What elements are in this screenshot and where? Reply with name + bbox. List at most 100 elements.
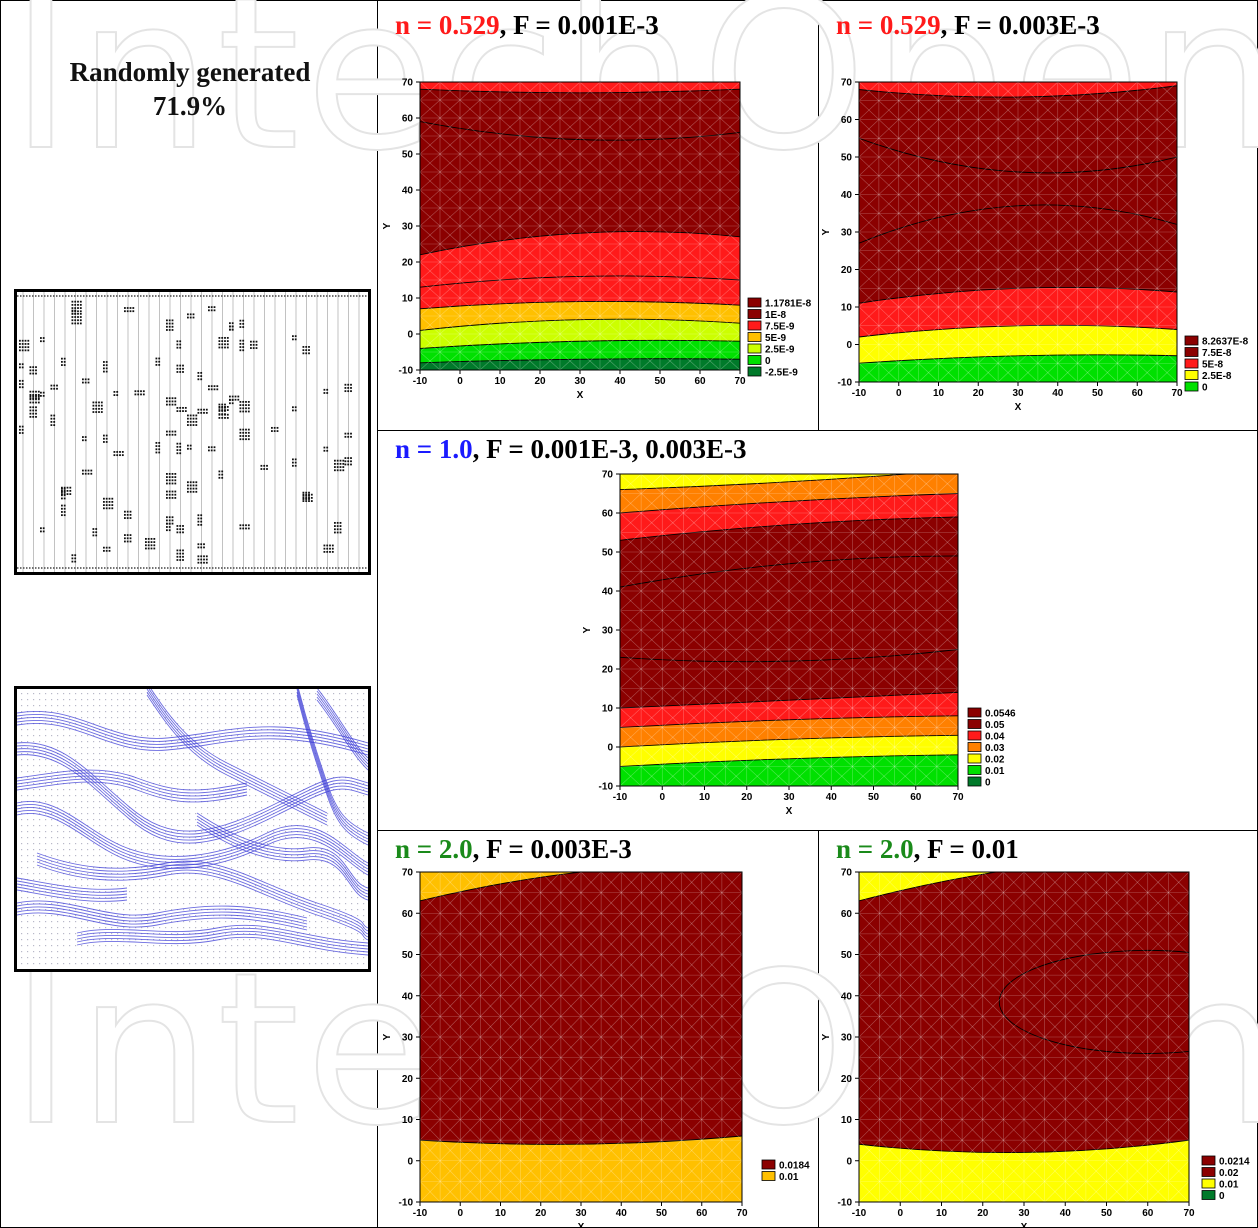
legend-swatch — [967, 742, 982, 752]
legend-label: 0.05 — [985, 720, 1005, 731]
x-tick-label: 50 — [868, 792, 880, 803]
x-tick-label: 10 — [699, 792, 711, 803]
mesh-overlay — [859, 872, 1189, 1202]
y-tick-label: 0 — [607, 743, 613, 754]
x-tick-label: 20 — [977, 1208, 989, 1219]
x-tick-label: 30 — [1012, 388, 1024, 399]
contour-line — [620, 555, 958, 588]
legend-swatch — [747, 355, 762, 365]
legend-label: 0.01 — [779, 1172, 799, 1183]
legend-label: 0.0546 — [985, 709, 1016, 720]
y-tick-label: 50 — [841, 950, 853, 961]
grid-divider — [377, 830, 1258, 831]
contour-line — [859, 324, 1177, 338]
left-title-line1: Randomly generated — [69, 57, 311, 87]
legend-label: 0 — [1219, 1191, 1225, 1202]
y-tick-label: 40 — [402, 186, 414, 197]
y-tick-label: 30 — [402, 1033, 414, 1044]
contour-line — [620, 649, 958, 663]
mesh-overlay — [420, 82, 740, 370]
panel-f-value: , F = 0.001E-3, 0.003E-3 — [472, 434, 747, 464]
legend-label: 0.02 — [985, 755, 1005, 766]
x-tick-label: 70 — [1171, 388, 1183, 399]
legend-swatch — [761, 1171, 776, 1181]
legend-swatch — [967, 707, 982, 718]
legend-label: 0.03 — [985, 743, 1005, 754]
contour-band — [859, 872, 997, 901]
grid-divider — [377, 430, 1258, 431]
y-tick-label: 60 — [841, 115, 853, 126]
legend-label: 0.0214 — [1219, 1157, 1250, 1168]
legend-swatch — [967, 765, 982, 775]
x-tick-label: 30 — [783, 792, 795, 803]
legend-swatch — [1201, 1178, 1216, 1189]
x-axis-label: X — [1021, 1222, 1028, 1228]
y-tick-label: 70 — [402, 78, 414, 89]
x-tick-label: -10 — [413, 376, 428, 387]
x-tick-label: 0 — [457, 376, 463, 387]
x-tick-label: 70 — [952, 792, 964, 803]
legend-swatch — [967, 719, 982, 729]
y-tick-label: 40 — [402, 991, 414, 1002]
y-tick-label: 60 — [402, 114, 414, 125]
contour-line — [420, 318, 740, 331]
contour-line — [420, 301, 740, 310]
legend-label: 7.5E-8 — [1202, 348, 1232, 359]
x-tick-label: 60 — [696, 1208, 708, 1219]
contour-line — [859, 286, 1177, 304]
legend-swatch — [1201, 1167, 1216, 1177]
contour-line — [420, 88, 740, 94]
legend-swatch — [1184, 335, 1199, 346]
panel-n-value: 2.0 — [879, 834, 914, 864]
contour-line — [620, 715, 958, 728]
contour-line — [620, 516, 958, 541]
contour-band — [420, 82, 740, 93]
contour-line — [859, 85, 1177, 98]
mesh-overlay — [859, 82, 1177, 382]
legend-label: 0 — [985, 778, 991, 789]
contour-line — [420, 358, 740, 364]
legend-swatch — [967, 753, 982, 764]
panel-n-label: n = — [395, 834, 439, 864]
x-tick-label: 30 — [1018, 1208, 1030, 1219]
contour-line — [859, 354, 1177, 364]
y-tick-label: 40 — [841, 190, 853, 201]
legend-label: 1.1781E-8 — [765, 299, 812, 310]
panel-n-label: n = — [836, 834, 880, 864]
legend-label: 2.5E-8 — [1202, 371, 1232, 382]
plot-area — [859, 82, 1177, 382]
legend-label: 8.2637E-8 — [1202, 337, 1249, 348]
legend-swatch — [1184, 370, 1199, 380]
y-tick-label: 20 — [402, 258, 414, 269]
y-tick-label: 0 — [846, 1156, 852, 1167]
contour-line — [620, 754, 958, 767]
y-tick-label: 40 — [841, 991, 853, 1002]
x-tick-label: 20 — [535, 1208, 547, 1219]
x-tick-label: 20 — [534, 376, 546, 387]
legend-swatch — [1184, 347, 1199, 357]
y-tick-label: 10 — [402, 1115, 414, 1126]
y-axis-label: Y — [382, 1033, 393, 1040]
legend-label: 5E-9 — [765, 333, 787, 344]
panel-title-2: n = 0.529, F = 0.003E-3 — [836, 10, 1100, 41]
x-tick-label: 70 — [734, 376, 746, 387]
panel-n-label: n = — [395, 434, 439, 464]
panel-title-1: n = 0.529, F = 0.001E-3 — [395, 10, 659, 41]
y-tick-label: 50 — [602, 548, 614, 559]
x-tick-label: 30 — [575, 1208, 587, 1219]
panel-n-label: n = — [836, 10, 880, 40]
contour-line — [420, 1135, 742, 1145]
legend-label: 0 — [765, 356, 771, 367]
legend-swatch — [747, 343, 762, 354]
grid-divider — [818, 0, 819, 430]
x-tick-label: 0 — [897, 1208, 903, 1219]
y-tick-label: 70 — [841, 868, 853, 879]
legend-swatch — [761, 1159, 776, 1170]
contour-band — [859, 82, 1177, 173]
panel-title-3: n = 1.0, F = 0.001E-3, 0.003E-3 — [395, 434, 747, 465]
x-tick-label: 40 — [614, 376, 626, 387]
legend-swatch — [747, 309, 762, 319]
x-axis-label: X — [578, 1222, 585, 1228]
y-tick-label: 50 — [402, 150, 414, 161]
legend-label: 1E-8 — [765, 310, 787, 321]
